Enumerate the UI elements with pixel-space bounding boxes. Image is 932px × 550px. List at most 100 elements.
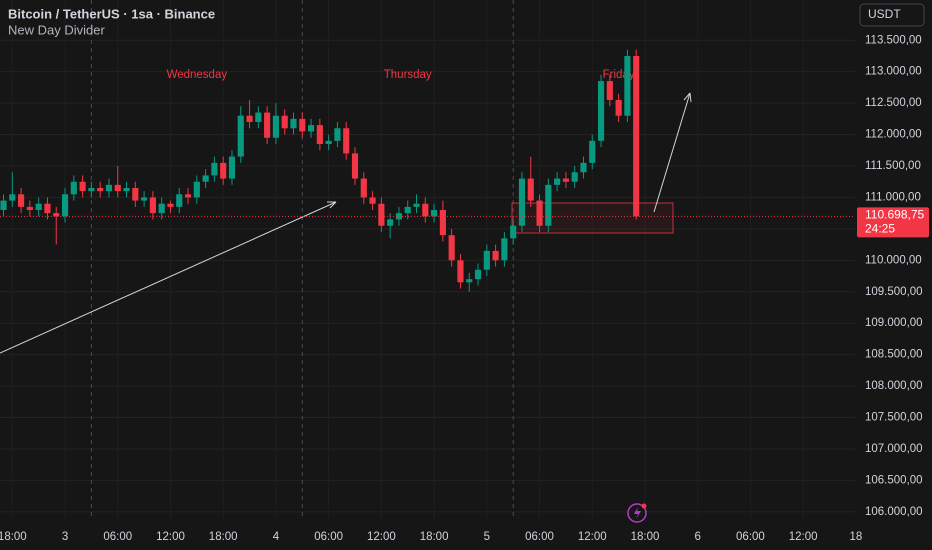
candle-body xyxy=(193,181,200,198)
candle-body xyxy=(272,115,279,138)
candle-body xyxy=(202,175,209,182)
trend-arrow xyxy=(0,201,337,354)
y-tick-label: 113.000,00 xyxy=(865,66,922,78)
projection-arrow xyxy=(653,92,691,213)
candle-body xyxy=(527,178,534,201)
candles xyxy=(0,49,640,292)
last-price-tag xyxy=(857,207,929,238)
candle-body xyxy=(9,194,16,201)
candle-body xyxy=(97,188,104,192)
x-tick-label: 4 xyxy=(273,531,280,543)
axes: 106.000,00 106.500,00 107.000,00 107.500,00… xyxy=(0,34,929,543)
notification-dot xyxy=(641,503,647,509)
last-price-label: 110.698,75 xyxy=(865,208,924,222)
candle-body xyxy=(246,115,253,122)
candle-body xyxy=(439,210,446,236)
candle-body xyxy=(123,188,130,192)
candle-body xyxy=(448,235,455,261)
countdown-label: 24:25 xyxy=(865,222,895,236)
candle-body xyxy=(53,213,60,217)
candle-body xyxy=(554,178,561,185)
chart-title: Bitcoin / TetherUS · 1sa · Binance xyxy=(8,6,215,21)
price-axis xyxy=(855,0,932,520)
candle-body xyxy=(378,203,385,226)
candle-body xyxy=(501,238,508,261)
candle-body xyxy=(141,197,148,201)
x-tick-label: 06:00 xyxy=(314,531,343,543)
candle-body xyxy=(132,188,139,201)
y-tick-label: 112.000,00 xyxy=(865,129,922,141)
candle-body xyxy=(18,194,25,207)
candle-body xyxy=(413,203,420,207)
candle-body xyxy=(580,162,587,173)
x-tick-label: 06:00 xyxy=(103,531,132,543)
candle-body xyxy=(615,99,622,116)
candle-body xyxy=(422,203,429,217)
candle-body xyxy=(149,197,156,214)
candle-body xyxy=(79,181,86,192)
candle-body xyxy=(70,181,77,195)
candle-body xyxy=(211,162,218,176)
x-tick-label: 12:00 xyxy=(367,531,396,543)
y-tick-label: 109.000,00 xyxy=(865,317,923,329)
currency-button[interactable] xyxy=(859,3,925,27)
candle-body xyxy=(545,184,552,226)
candle-body xyxy=(88,188,95,192)
y-tick-label: 106.000,00 xyxy=(865,506,923,518)
candle-body xyxy=(264,112,271,138)
y-tick-label: 107.000,00 xyxy=(865,443,923,455)
candle-body xyxy=(492,250,499,261)
currency-label[interactable]: USDT xyxy=(868,7,901,21)
candle-body xyxy=(290,118,297,129)
candle-body xyxy=(299,118,306,132)
candle-body xyxy=(0,200,7,211)
candle-body xyxy=(61,194,69,217)
x-tick-label: 3 xyxy=(62,531,68,543)
day-label: Wednesday xyxy=(167,69,228,81)
candle-body xyxy=(237,115,244,157)
candle-body xyxy=(466,279,473,283)
y-tick-label: 108.000,00 xyxy=(865,380,923,392)
candle-body xyxy=(334,128,341,141)
y-tick-label: 106.500,00 xyxy=(865,474,923,486)
arrow-head xyxy=(683,92,692,103)
x-tick-label: 06:00 xyxy=(525,531,554,543)
candle-body xyxy=(360,178,367,198)
time-axis xyxy=(0,520,932,550)
x-tick-label: 18:00 xyxy=(0,531,27,543)
day-label: Thursday xyxy=(384,69,432,81)
zone-box xyxy=(511,202,674,234)
candle-body xyxy=(597,81,605,141)
candle-body xyxy=(571,172,578,182)
candle-body xyxy=(255,112,262,122)
x-tick-label: 18:00 xyxy=(420,531,449,543)
candle-body xyxy=(114,184,121,192)
candle-body xyxy=(176,194,183,207)
candle-body xyxy=(606,81,613,100)
y-tick-label: 111.000,00 xyxy=(865,191,921,203)
y-tick-label: 113.500,00 xyxy=(865,34,922,46)
candle-body xyxy=(395,213,403,220)
y-tick-label: 107.500,00 xyxy=(865,412,923,424)
arrow-head xyxy=(327,201,337,209)
candle-body xyxy=(35,203,42,211)
candle-body xyxy=(158,203,165,214)
candle-body xyxy=(105,184,113,192)
candle-body xyxy=(624,55,631,116)
candle-body xyxy=(404,206,411,214)
y-tick-label: 111.500,00 xyxy=(865,160,921,172)
candle-body xyxy=(562,178,569,182)
candle-body xyxy=(228,156,236,179)
candle-body xyxy=(369,197,376,204)
candle-body xyxy=(536,200,543,226)
lightning-glyph xyxy=(634,507,641,519)
indicator-name: New Day Divider xyxy=(8,22,105,37)
lightning-icon[interactable] xyxy=(627,503,647,523)
candle-body xyxy=(307,125,315,132)
candle-body xyxy=(633,55,640,217)
x-tick-label: 18:00 xyxy=(631,531,660,543)
candle-body xyxy=(457,260,464,283)
